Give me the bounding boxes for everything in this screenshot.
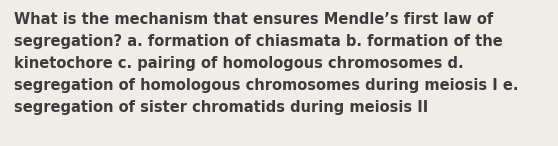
- Text: What is the mechanism that ensures Mendle’s first law of: What is the mechanism that ensures Mendl…: [14, 12, 493, 27]
- Text: segregation of homologous chromosomes during meiosis I e.: segregation of homologous chromosomes du…: [14, 78, 518, 93]
- Text: kinetochore c. pairing of homologous chromosomes d.: kinetochore c. pairing of homologous chr…: [14, 56, 464, 71]
- Text: segregation? a. formation of chiasmata b. formation of the: segregation? a. formation of chiasmata b…: [14, 34, 503, 49]
- Text: segregation of sister chromatids during meiosis II: segregation of sister chromatids during …: [14, 100, 428, 115]
